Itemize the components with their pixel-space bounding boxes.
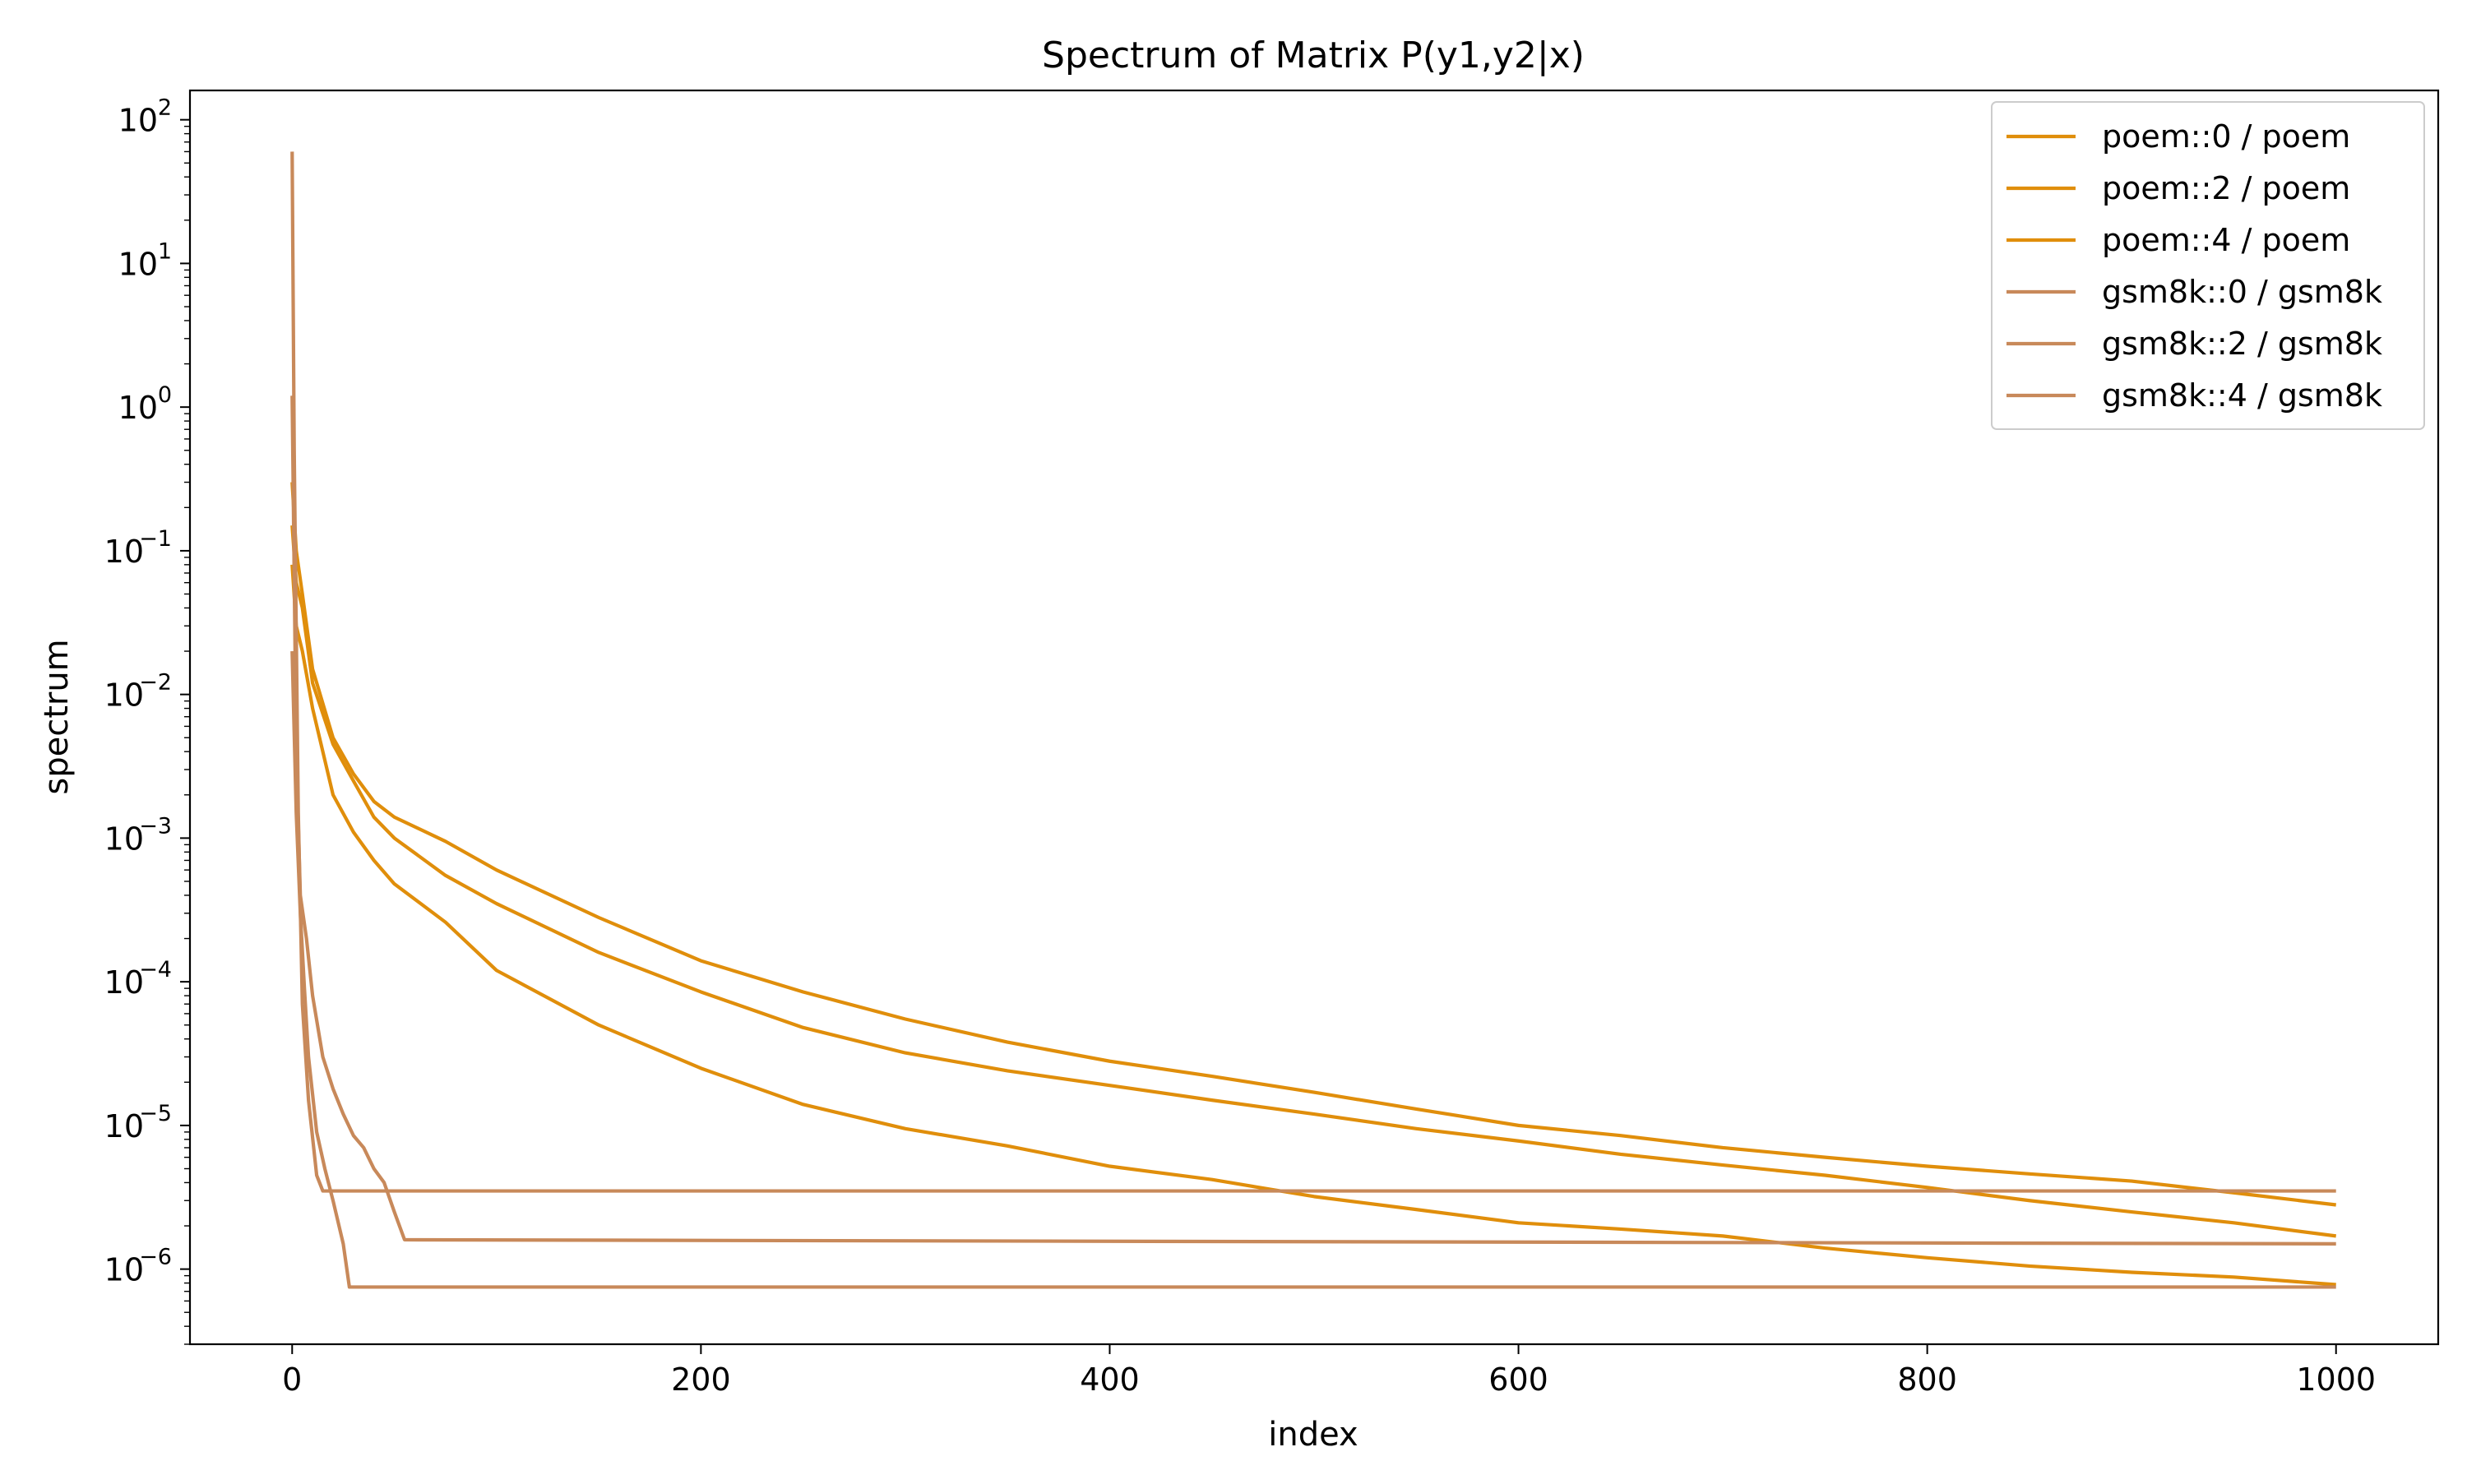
y-tick-label-exponent: 2 — [158, 95, 172, 121]
y-tick-label-exponent: −2 — [139, 670, 172, 696]
legend-label-4: gsm8k::2 / gsm8k — [2102, 326, 2382, 362]
y-tick-label-exponent: −5 — [139, 1101, 172, 1126]
y-tick-label-exponent: −3 — [139, 813, 172, 839]
y-tick-label-base: 10 — [118, 103, 158, 139]
x-tick-label: 800 — [1897, 1361, 1957, 1398]
y-tick-label-exponent: 1 — [158, 238, 172, 264]
plot-frame — [188, 89, 2440, 1346]
x-tick-label: 400 — [1080, 1361, 1140, 1398]
y-tick-label-base: 10 — [104, 964, 144, 1001]
x-tick-label: 0 — [282, 1361, 302, 1398]
y-tick-label-base: 10 — [104, 1108, 144, 1144]
x-axis-label: index — [1268, 1416, 1358, 1454]
y-tick-label-exponent: 0 — [158, 382, 172, 408]
series-line-1 — [290, 525, 2336, 1238]
y-tick-label-base: 10 — [104, 821, 144, 857]
series-line-5 — [290, 650, 2336, 1289]
legend-label-2: poem::4 / poem — [2102, 222, 2350, 258]
legend-label-0: poem::0 / poem — [2102, 118, 2350, 155]
x-tick-label: 200 — [671, 1361, 731, 1398]
x-tick-label: 1000 — [2296, 1361, 2376, 1398]
y-tick-label-exponent: −1 — [139, 526, 172, 552]
legend-box — [1991, 101, 2425, 430]
series-line-0 — [290, 482, 2336, 1207]
y-tick-label-base: 10 — [118, 390, 158, 426]
plot-area — [290, 151, 2336, 1289]
x-tick-label: 600 — [1488, 1361, 1548, 1398]
series-line-2 — [290, 564, 2336, 1287]
y-tick-label-base: 10 — [118, 246, 158, 282]
y-axis-label: spectrum — [38, 639, 76, 794]
legend-label-1: poem::2 / poem — [2102, 170, 2350, 206]
x-axis: 0 200 400 600 800 1000 — [282, 1344, 2376, 1398]
y-tick-label-exponent: −6 — [139, 1245, 172, 1270]
chart-title: Spectrum of Matrix P(y1,y2|x) — [1042, 35, 1585, 76]
y-tick-label-exponent: −4 — [139, 957, 172, 982]
y-tick-label-base: 10 — [104, 534, 144, 570]
series-line-4 — [290, 395, 2336, 1246]
legend-label-3: gsm8k::0 / gsm8k — [2102, 274, 2382, 310]
y-tick-label-base: 10 — [104, 1252, 144, 1288]
y-tick-label-base: 10 — [104, 677, 144, 714]
legend-label-5: gsm8k::4 / gsm8k — [2102, 377, 2382, 414]
